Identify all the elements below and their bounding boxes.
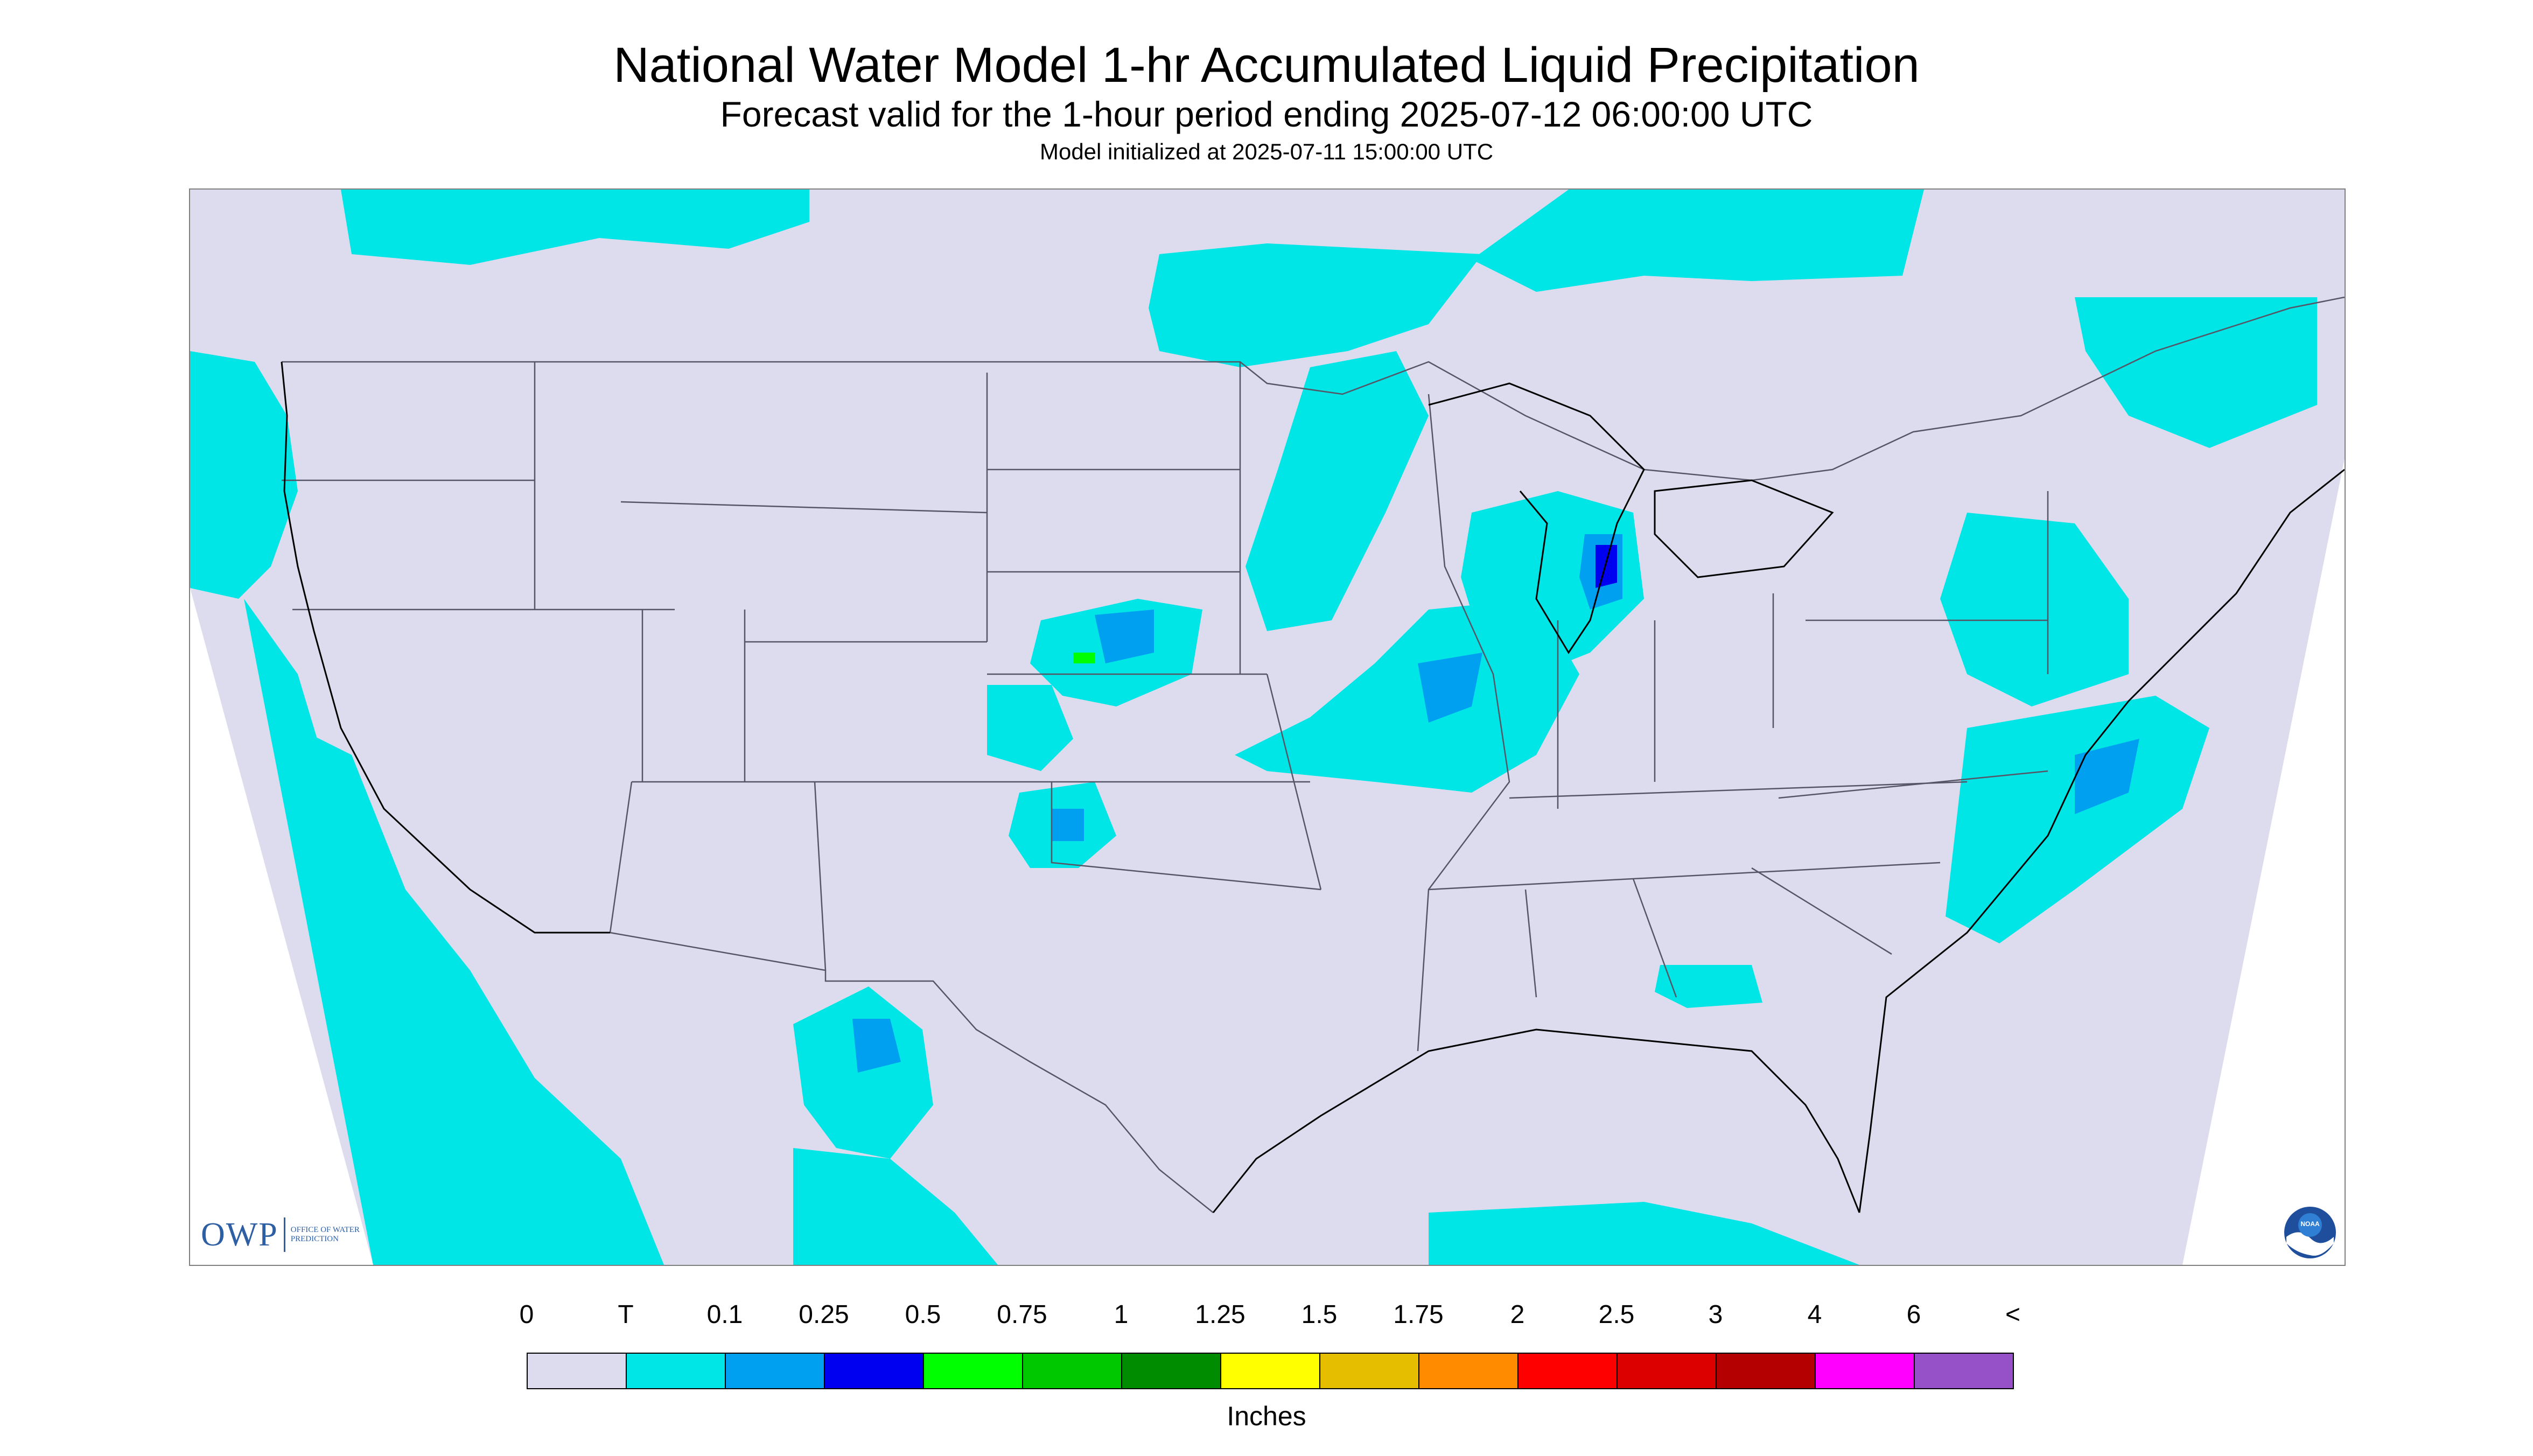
precip-area-quebec: [2075, 297, 2317, 448]
legend-label: 4: [1807, 1300, 1822, 1329]
legend-label: 0.1: [706, 1300, 743, 1329]
legend-units-label: Inches: [1227, 1401, 1306, 1431]
legend-swatch: [1320, 1354, 1419, 1388]
state-line-mt-wy: [620, 501, 988, 514]
coastline-pacific: [281, 361, 610, 934]
legend-label: 1: [1114, 1300, 1129, 1329]
precip-core-west-texas: [852, 1019, 901, 1073]
legend-swatch: [1519, 1354, 1618, 1388]
model-init-text: Model initialized at 2025-07-11 15:00:00…: [1039, 139, 1494, 164]
legend-label: 1.5: [1301, 1300, 1338, 1329]
precip-core-atlantic: [2075, 739, 2139, 814]
state-line-al-ga: [1632, 878, 1677, 998]
legend-swatch: [1221, 1354, 1320, 1388]
state-line-ga-sc: [1751, 867, 1892, 955]
coastline-atlantic: [1858, 468, 2345, 1213]
precip-area-mexico: [793, 1148, 998, 1265]
legend-label: 0: [519, 1300, 534, 1329]
noaa-logo-bird-area: [2298, 1213, 2322, 1237]
state-line-az-nm: [609, 781, 633, 933]
precip-area-ontario: [1149, 243, 1482, 367]
legend-label: 0.75: [997, 1300, 1047, 1329]
precip-core-illinois: [1418, 653, 1482, 723]
legend-label: T: [618, 1300, 634, 1329]
legend-label: 3: [1708, 1300, 1723, 1329]
noaa-logo: NOAA: [2284, 1207, 2336, 1258]
us-canada-border: [282, 296, 2345, 481]
precip-core-oklahoma: [1052, 809, 1084, 841]
state-line-ms-al: [1524, 889, 1537, 998]
coastlines: [281, 361, 2345, 1213]
precip-area-minnesota: [1245, 351, 1429, 631]
precipitation-map: OWP OFFICE OF WATER PREDICTION NOAA: [189, 188, 2346, 1266]
owp-logo-text: OWP: [201, 1216, 278, 1253]
precip-area-canada-east: [1472, 190, 1924, 292]
legend-label: 1.25: [1195, 1300, 1245, 1329]
legend-swatch: [1717, 1354, 1816, 1388]
state-line-ok-tx: [1051, 782, 1321, 891]
legend-swatch: [1419, 1354, 1519, 1388]
map-canvas: [190, 190, 2345, 1265]
noaa-logo-wave: [2286, 1232, 2334, 1256]
precip-area-kansas-west: [987, 685, 1073, 771]
us-mexico-border: [610, 932, 1214, 1213]
precip-core-michigan-inner: [1596, 545, 1617, 588]
precip-area-gulf-south: [1429, 1202, 1859, 1265]
precip-area-atlantic: [1946, 696, 2209, 943]
legend-label: 1.75: [1393, 1300, 1444, 1329]
legend-swatch: [1122, 1354, 1221, 1388]
legend-label: 2: [1510, 1300, 1525, 1329]
state-line-tn-south: [1428, 862, 1941, 891]
model-domain: [190, 190, 2345, 1265]
legend-swatch: [1915, 1354, 2013, 1388]
forecast-valid-subtitle: Forecast valid for the 1-hour period end…: [720, 94, 1813, 134]
legend-label: 0.25: [799, 1300, 849, 1329]
legend-label: 6: [1906, 1300, 1921, 1329]
precip-area-gulf-coast: [1655, 965, 1762, 1008]
state-borders: [282, 296, 2345, 1213]
legend-label: <: [2005, 1300, 2021, 1329]
precip-area-northeast: [1940, 513, 2129, 706]
legend-swatch: [726, 1354, 825, 1388]
precip-area-eastern-pacific: [244, 599, 459, 1265]
coastline-gulf: [1212, 1028, 1860, 1213]
state-line-nm-tx: [814, 781, 827, 971]
state-line-ky-tn: [1509, 781, 1968, 799]
legend-swatch: [825, 1354, 924, 1388]
precipitation-legend: 0 T 0.1 0.25 0.5 0.75 1 1.25 1.5 1.75 2 2.5 3 4 6 <: [520, 1299, 2020, 1390]
legend-swatch: [1816, 1354, 1915, 1388]
legend-swatch: [1618, 1354, 1717, 1388]
precip-area-pacific-northwest: [190, 351, 298, 599]
legend-label: 0.5: [905, 1300, 941, 1329]
state-line-mississippi-river: [1417, 394, 1510, 1052]
state-line-va-nc: [1778, 770, 2048, 799]
coastline-great-lakes: [1428, 382, 1834, 654]
legend-color-bar: [527, 1353, 2014, 1389]
precip-core-nebraska: [1095, 610, 1154, 663]
legend-swatch: [627, 1354, 726, 1388]
owp-logo: OWP OFFICE OF WATER PREDICTION: [201, 1213, 366, 1256]
owp-logo-subtext: OFFICE OF WATER PREDICTION: [290, 1226, 360, 1243]
legend-label: 2.5: [1598, 1300, 1635, 1329]
legend-swatch: [1023, 1354, 1122, 1388]
legend-swatch: [924, 1354, 1023, 1388]
state-line-mo: [1266, 674, 1322, 890]
precip-area-canada-west: [341, 190, 809, 265]
precipitation-layer: [190, 190, 2317, 1265]
precip-core-nebraska-inner: [1073, 653, 1095, 663]
precip-area-illinois: [1235, 599, 1579, 793]
map-title: National Water Model 1-hr Accumulated Li…: [613, 38, 1920, 93]
noaa-logo-text: NOAA: [2300, 1220, 2320, 1228]
owp-logo-divider: [283, 1217, 285, 1252]
precip-area-west-texas: [793, 986, 933, 1159]
legend-swatch: [528, 1354, 627, 1388]
